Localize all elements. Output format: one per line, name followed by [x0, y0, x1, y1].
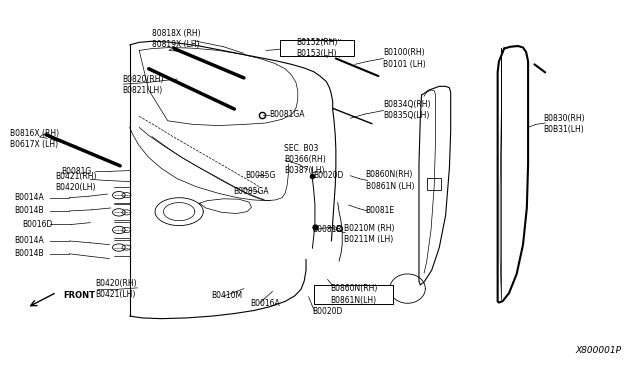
- Text: FRONT: FRONT: [63, 291, 95, 301]
- Text: B0085G: B0085G: [245, 170, 275, 180]
- Text: B0014A: B0014A: [14, 193, 44, 202]
- Text: B0014B: B0014B: [14, 206, 44, 215]
- Text: B0421(RH)
B0420(LH): B0421(RH) B0420(LH): [55, 172, 96, 192]
- Text: B0020D: B0020D: [312, 307, 343, 316]
- Text: B0016D: B0016D: [22, 220, 52, 229]
- Text: B0816X (RH)
B0617X (LH): B0816X (RH) B0617X (LH): [10, 129, 60, 149]
- Text: B0210M (RH)
B0211M (LH): B0210M (RH) B0211M (LH): [344, 224, 395, 244]
- Bar: [427, 178, 440, 190]
- Text: B0820(RH)
B0821(LH): B0820(RH) B0821(LH): [122, 75, 164, 95]
- Text: B0020D: B0020D: [314, 171, 344, 180]
- Text: B0085GA: B0085GA: [233, 187, 269, 196]
- Text: 80818X (RH)
80819X (LH): 80818X (RH) 80819X (LH): [152, 29, 200, 49]
- FancyBboxPatch shape: [280, 40, 354, 56]
- Text: B0100(RH)
B0101 (LH): B0100(RH) B0101 (LH): [383, 48, 426, 68]
- Text: B0420(RH)
B0421(LH): B0420(RH) B0421(LH): [95, 279, 137, 299]
- Text: X800001P: X800001P: [575, 346, 621, 355]
- Text: B0081R: B0081R: [312, 225, 342, 234]
- Text: B0081G: B0081G: [61, 167, 92, 176]
- Text: B0152(RH)
B0153(LH): B0152(RH) B0153(LH): [296, 38, 337, 58]
- FancyBboxPatch shape: [314, 285, 393, 304]
- Text: B0410M: B0410M: [211, 291, 242, 300]
- Text: B0834Q(RH)
B0835Q(LH): B0834Q(RH) B0835Q(LH): [383, 100, 431, 120]
- Text: B0860N(RH)
B0861N(LH): B0860N(RH) B0861N(LH): [330, 285, 378, 305]
- Text: SEC. B03
B0366(RH)
B0387(LH): SEC. B03 B0366(RH) B0387(LH): [284, 144, 326, 175]
- Text: B0014B: B0014B: [14, 249, 44, 258]
- Text: B0016A: B0016A: [250, 299, 280, 308]
- Text: B0860N(RH)
B0861N (LH): B0860N(RH) B0861N (LH): [365, 170, 414, 190]
- Text: B0081GA: B0081GA: [269, 110, 305, 119]
- Text: B0830(RH)
B0B31(LH): B0830(RH) B0B31(LH): [543, 114, 585, 135]
- Text: B0014A: B0014A: [14, 237, 44, 246]
- Text: B0152(RH)
B0153(LH): B0152(RH) B0153(LH): [301, 39, 342, 59]
- Text: B0081E: B0081E: [365, 206, 395, 215]
